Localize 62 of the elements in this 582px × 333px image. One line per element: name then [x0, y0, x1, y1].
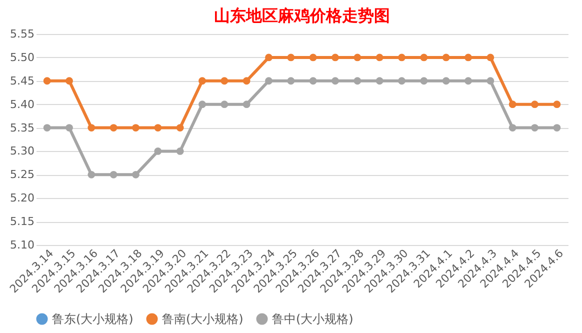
point: [110, 170, 118, 178]
point: [309, 77, 317, 85]
point: [376, 54, 384, 62]
point: [398, 77, 406, 85]
point: [420, 77, 428, 85]
point: [66, 124, 73, 132]
y-tick-label: 5.40: [10, 98, 34, 111]
y-tick-label: 5.50: [10, 50, 34, 64]
point: [287, 77, 295, 85]
point: [442, 54, 450, 62]
point: [332, 77, 339, 85]
point: [110, 124, 118, 132]
point: [265, 54, 272, 62]
point: [198, 100, 206, 108]
point: [398, 54, 406, 62]
point: [486, 54, 494, 62]
point: [220, 100, 228, 108]
chart-title: 山东地区麻鸡价格走势图: [214, 6, 390, 25]
point: [508, 124, 516, 132]
point: [420, 54, 428, 62]
point: [265, 77, 272, 85]
point: [176, 124, 184, 132]
point: [442, 77, 450, 85]
point: [132, 124, 140, 132]
point: [486, 77, 494, 85]
y-tick-label: 5.25: [10, 168, 34, 182]
point: [531, 100, 538, 108]
point: [242, 77, 250, 85]
point: [332, 54, 339, 62]
legend-label: 鲁中(大小规格): [272, 312, 354, 326]
point: [553, 100, 561, 108]
point: [309, 54, 317, 62]
point: [531, 124, 538, 132]
point: [198, 77, 206, 85]
y-tick-label: 5.15: [10, 215, 34, 228]
legend-label: 鲁南(大小规格): [162, 312, 244, 326]
y-tick-label: 5.30: [10, 144, 34, 158]
point: [88, 124, 96, 132]
point: [43, 124, 51, 132]
point: [508, 100, 516, 108]
point: [376, 77, 384, 85]
point: [176, 148, 184, 155]
point: [220, 77, 228, 85]
point: [354, 77, 362, 85]
y-tick-label: 5.45: [10, 74, 34, 88]
point: [132, 170, 140, 178]
point: [242, 100, 250, 108]
point: [464, 54, 472, 62]
y-tick-label: 5.10: [10, 238, 34, 252]
point: [154, 148, 162, 155]
y-tick-label: 5.20: [10, 192, 34, 205]
point: [464, 77, 472, 85]
y-tick-label: 5.55: [10, 28, 34, 40]
point: [287, 54, 295, 62]
point: [354, 54, 362, 62]
point: [154, 124, 162, 132]
point: [43, 77, 51, 85]
point: [553, 124, 561, 132]
legend-label: 鲁东(大小规格): [52, 312, 134, 326]
point: [88, 170, 96, 178]
y-tick-label: 5.35: [10, 121, 34, 134]
point: [66, 77, 73, 85]
